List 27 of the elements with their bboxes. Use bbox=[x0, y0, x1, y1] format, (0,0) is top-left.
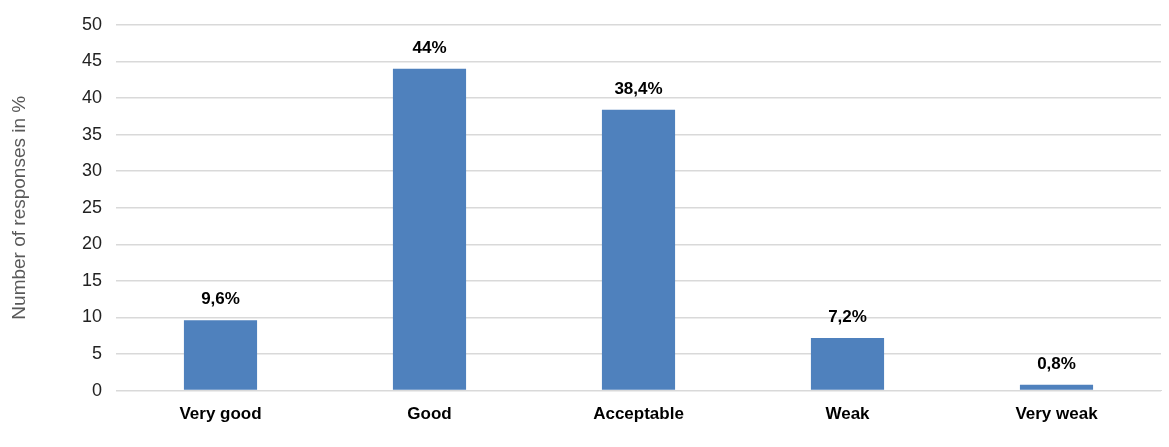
y-tick-label: 25 bbox=[81, 196, 102, 217]
data-label: 38,4% bbox=[614, 78, 663, 98]
x-tick-label: Very good bbox=[179, 404, 262, 424]
x-tick-label: Weak bbox=[825, 404, 871, 424]
y-tick-label: 30 bbox=[81, 160, 102, 181]
bar bbox=[1019, 384, 1094, 390]
y-tick-label: 20 bbox=[81, 233, 102, 254]
bar bbox=[601, 109, 676, 390]
bar bbox=[183, 320, 258, 390]
y-tick-label: 50 bbox=[81, 13, 102, 34]
x-tick-label: Very weak bbox=[1015, 404, 1099, 424]
y-tick-label: 15 bbox=[81, 269, 102, 290]
bar bbox=[392, 68, 467, 390]
y-tick-label: 0 bbox=[91, 379, 102, 400]
data-label: 0,8% bbox=[1037, 353, 1076, 373]
x-tick-label: Good bbox=[407, 404, 452, 424]
y-tick-label: 45 bbox=[81, 50, 102, 71]
x-tick-label: Acceptable bbox=[593, 404, 684, 424]
y-tick-label: 35 bbox=[81, 123, 102, 144]
data-label: 7,2% bbox=[828, 306, 867, 326]
data-label: 44% bbox=[412, 37, 447, 57]
y-axis-title: Number of responses in % bbox=[7, 95, 29, 320]
y-tick-label: 10 bbox=[81, 306, 102, 327]
y-tick-label: 5 bbox=[91, 342, 102, 363]
data-label: 9,6% bbox=[201, 289, 240, 309]
y-tick-label: 40 bbox=[81, 86, 102, 107]
bar bbox=[810, 337, 885, 390]
